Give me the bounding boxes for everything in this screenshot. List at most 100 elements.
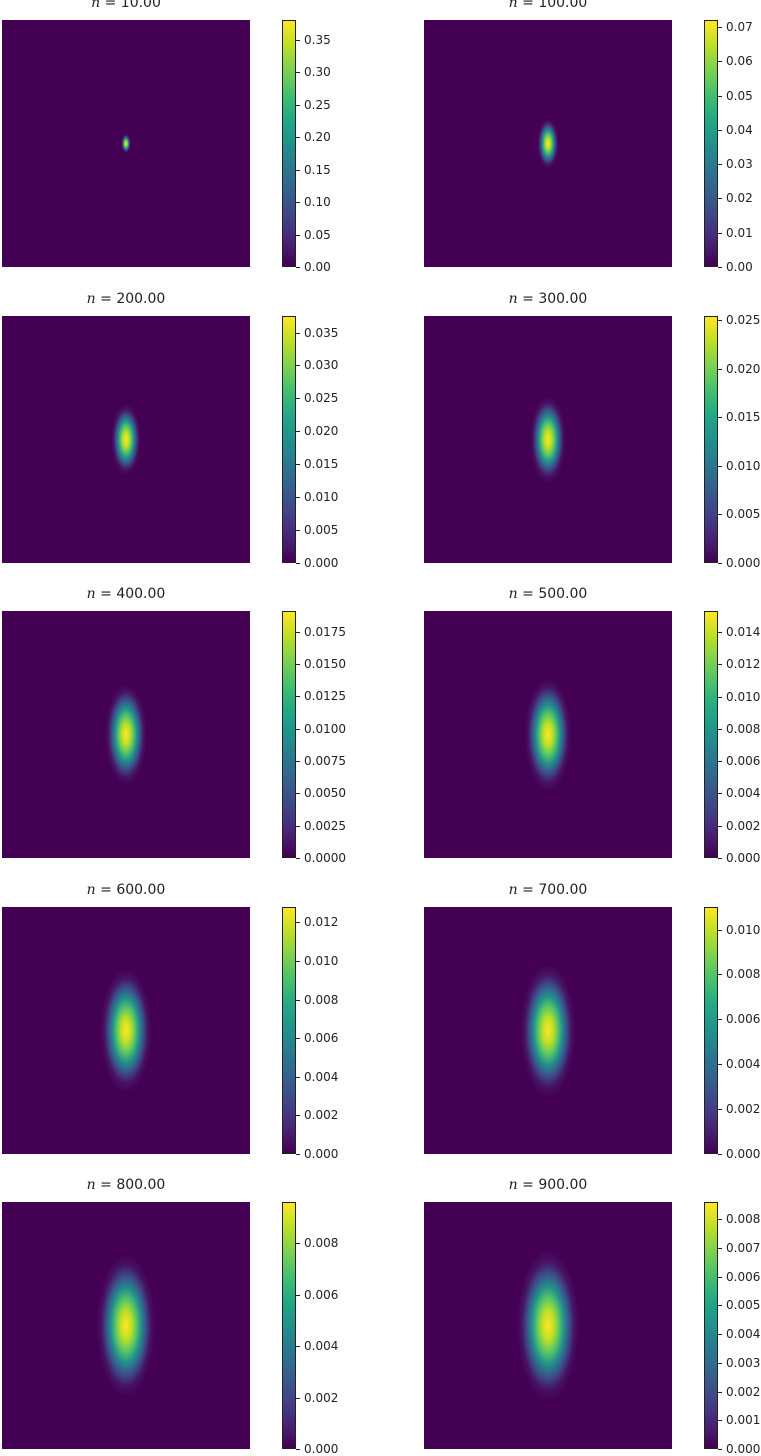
colorbar-tick-mark: [296, 563, 300, 564]
colorbar: [282, 611, 296, 858]
colorbar-tick-mark: [718, 319, 722, 321]
colorbar-tick-mark: [296, 696, 300, 698]
heatmap: [424, 1202, 672, 1449]
heatmap: [424, 611, 672, 858]
title-variable: n: [91, 0, 101, 11]
subplot: n = 900.00 0.000 0.001 0.002 0.003 0.004 0.00…: [424, 1178, 761, 1456]
colorbar: [704, 20, 718, 267]
colorbar-tick-label: 0.07: [726, 19, 753, 34]
colorbar-tick-label: 0.025: [726, 312, 761, 327]
subplot: n = 500.00 0.000 0.002 0.004 0.006 0.008 0.01…: [424, 587, 761, 895]
heatmap: [424, 907, 672, 1154]
colorbar-tick-label: 0.10: [304, 195, 331, 209]
colorbar-tick-label: 0.008: [726, 721, 761, 736]
subplot-title: n = 700.00: [424, 883, 672, 897]
colorbar-tick-label: 0.008: [304, 1236, 339, 1251]
colorbar-tick-mark: [718, 1064, 722, 1066]
colorbar-tick-label: 0.014: [726, 625, 761, 639]
colorbar-tick-mark: [718, 825, 722, 827]
subplot-title: n = 800.00: [2, 1178, 250, 1192]
colorbar-tick-mark: [718, 1276, 722, 1278]
colorbar-tick-label: 0.00: [726, 260, 753, 274]
colorbar: [704, 1202, 718, 1449]
colorbar-tick-mark: [296, 202, 300, 203]
density-blob: [537, 118, 559, 169]
subplot-title: n = 900.00: [424, 1178, 672, 1192]
colorbar-tick-label: 0.0025: [304, 818, 346, 833]
colorbar-tick-mark: [718, 974, 722, 976]
density-blob: [121, 134, 131, 153]
colorbar-tick-mark: [296, 1397, 300, 1399]
colorbar-tick-mark: [718, 1420, 722, 1422]
colorbar-tick-label: 0.005: [726, 507, 761, 522]
colorbar-tick-mark: [718, 368, 722, 370]
colorbar-tick-label: 0.02: [726, 191, 753, 206]
subplot-title: n = 200.00: [2, 292, 250, 306]
title-variable: n: [508, 586, 518, 602]
heatmap: [2, 907, 250, 1154]
colorbar-tick-mark: [718, 1362, 722, 1364]
colorbar-tick-label: 0.030: [304, 358, 339, 373]
density-blob: [111, 403, 141, 476]
colorbar-tick-label: 0.008: [304, 992, 339, 1007]
colorbar-tick-mark: [296, 234, 300, 236]
colorbar-tick-mark: [296, 825, 300, 827]
colorbar-tick-label: 0.010: [726, 922, 761, 937]
title-value: = 900.00: [522, 1177, 588, 1193]
subplot-title: n = 500.00: [424, 587, 672, 601]
colorbar-tick-mark: [718, 793, 722, 795]
subplot: n = 300.00 0.000 0.005 0.010 0.015 0.020 0.02…: [424, 292, 761, 600]
density-blob: [517, 1250, 579, 1401]
subplot: n = 10.00 0.00 0.05 0.10 0.15 0.20 0.25 0.30 0.…: [2, 0, 362, 304]
colorbar-tick-mark: [718, 164, 722, 166]
colorbar-tick-label: 0.04: [726, 122, 753, 137]
colorbar-tick-label: 0.003: [726, 1355, 761, 1370]
subplot: n = 800.00 0.000 0.002 0.004 0.006 0.008: [2, 1178, 362, 1456]
heatmap: [2, 611, 250, 858]
title-variable: n: [508, 0, 518, 11]
colorbar-tick-mark: [296, 431, 300, 433]
colorbar-tick-mark: [718, 1334, 722, 1336]
colorbar-tick-mark: [718, 267, 722, 268]
colorbar: [282, 1202, 296, 1449]
title-variable: n: [508, 291, 518, 307]
title-value: = 500.00: [522, 586, 588, 602]
colorbar-tick-mark: [718, 728, 722, 730]
title-variable: n: [86, 291, 96, 307]
subplot: n = 600.00 0.000 0.002 0.004 0.006 0.008 0.01…: [2, 883, 362, 1191]
colorbar-tick-label: 0.012: [304, 915, 339, 930]
colorbar-tick-label: 0.025: [304, 391, 339, 406]
colorbar-tick-label: 0.000: [726, 851, 761, 865]
colorbar-tick-mark: [718, 858, 722, 859]
colorbar-tick-label: 0.0000: [304, 851, 346, 865]
colorbar-tick-label: 0.15: [304, 162, 331, 177]
colorbar-tick-mark: [296, 530, 300, 532]
colorbar-tick-mark: [296, 1115, 300, 1117]
colorbar-tick-label: 0.0125: [304, 689, 346, 704]
colorbar-tick-mark: [296, 137, 300, 138]
colorbar-tick-label: 0.008: [726, 967, 761, 982]
colorbar-tick-mark: [296, 1243, 300, 1245]
subplot: n = 100.00 0.00 0.01 0.02 0.03 0.04 0.05 0.06 0…: [424, 0, 761, 304]
colorbar-tick-mark: [718, 664, 722, 666]
colorbar-tick-mark: [296, 72, 300, 73]
colorbar-tick-label: 0.012: [726, 657, 761, 672]
colorbar-tick-mark: [718, 563, 722, 564]
colorbar: [282, 20, 296, 267]
colorbar-tick-mark: [718, 1391, 722, 1393]
colorbar-tick-label: 0.03: [726, 157, 753, 172]
colorbar-tick-mark: [296, 267, 300, 268]
title-variable: n: [86, 586, 96, 602]
colorbar-tick-label: 0.00: [304, 260, 331, 274]
title-value: = 400.00: [100, 586, 166, 602]
colorbar: [704, 907, 718, 1154]
colorbar-tick-label: 0.004: [726, 1057, 761, 1072]
title-variable: n: [86, 1177, 96, 1193]
colorbar-tick-label: 0.002: [726, 818, 761, 833]
subplot: n = 700.00 0.000 0.002 0.004 0.006 0.008 0.01…: [424, 883, 761, 1191]
colorbar-tick-label: 0.006: [304, 1031, 339, 1046]
colorbar-tick-mark: [296, 922, 300, 924]
colorbar-tick-mark: [296, 761, 300, 762]
colorbar-tick-mark: [296, 858, 300, 859]
title-value: = 600.00: [100, 882, 166, 898]
